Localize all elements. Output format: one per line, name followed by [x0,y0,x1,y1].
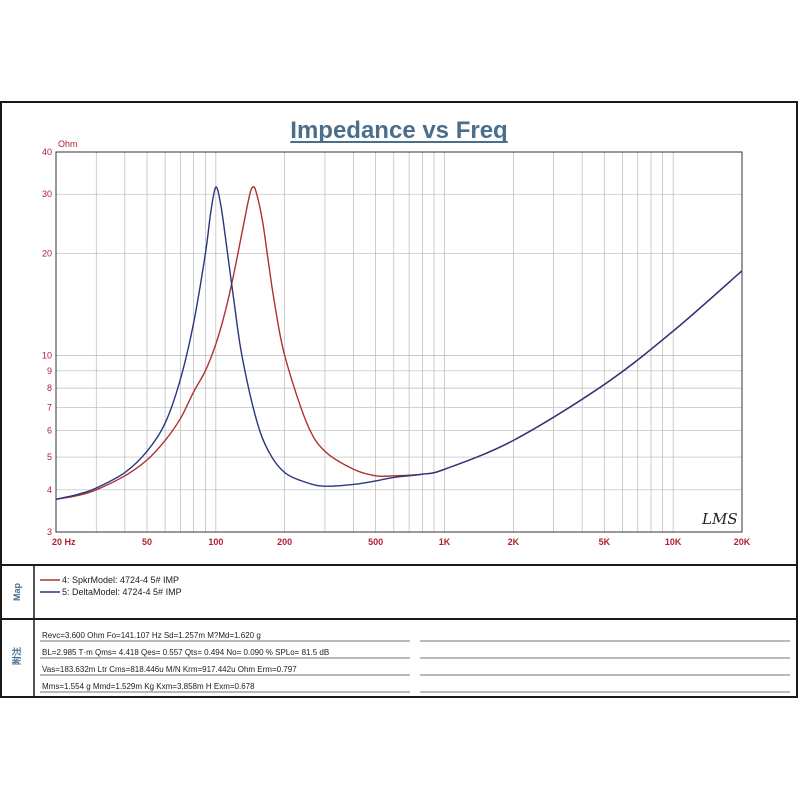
y-tick-label: 3 [47,527,52,537]
param-row-revc: Revc=3.600 Ohm Fo=141.107 Hz Sd=1.257m M… [42,631,261,640]
x-tick-label: 20K [734,537,751,547]
x-tick-labels: 20 Hz 50 100 200 500 1K 2K 5K 10K 20K [52,537,751,547]
legend: 4: SpkrModel: 4724-4 5# IMP 5: DeltaMode… [40,575,182,597]
series-line-delta-model [55,186,743,500]
legend-entry-spkr-model: 4: SpkrModel: 4724-4 5# IMP [62,575,179,585]
legend-entry-delta-model: 5: DeltaModel: 4724-4 5# IMP [62,587,182,597]
y-axis-unit-label: Ohm [58,139,78,149]
chart-title: Impedance vs Freq [290,117,507,144]
x-tick-label: 5K [599,537,611,547]
x-tick-label: 500 [368,537,383,547]
y-tick-label: 40 [42,147,52,157]
x-tick-label: 200 [277,537,292,547]
x-tick-label: 1K [439,537,451,547]
y-tick-label: 5 [47,452,52,462]
x-tick-label: 50 [142,537,152,547]
map-side-label: Map [12,582,22,601]
y-tick-label: 7 [47,403,52,413]
y-tick-label: 4 [47,485,52,495]
y-tick-label: 9 [47,366,52,376]
y-tick-label: 30 [42,189,52,199]
y-tick-label: 10 [42,350,52,360]
impedance-chart: Impedance vs Freq Ohm 20 Hz 50 100 200 500 1K… [2,117,796,696]
param-row-mms: Mms=1.554 g Mmd=1.529m Kg Kxm=3.858m H E… [42,682,255,691]
plot-area-border [55,151,743,533]
x-tick-label: 2K [508,537,520,547]
chart-frame: Impedance vs Freq Ohm 20 Hz 50 100 200 500 1K… [0,101,798,698]
parameters-table: Revc=3.600 Ohm Fo=141.107 Hz Sd=1.257m M… [40,631,790,693]
series-lines [55,185,743,500]
series-line-spkr-model [55,185,743,500]
x-tick-label: 100 [208,537,223,547]
param-row-vas: Vas=183.632m Ltr Cms=818.446u M/N Krm=91… [42,665,297,674]
y-tick-label: 6 [47,425,52,435]
x-tick-label: 20 Hz [52,537,76,547]
y-tick-labels: 3 4 5 6 7 8 9 10 20 30 40 [42,147,52,537]
notes-side-label: 附注 [11,647,23,665]
param-row-bl: BL=2.985 T·m Qms= 4.418 Qes= 0.557 Qts= … [42,648,329,657]
grid-lines [56,152,742,532]
lms-watermark: LMS [701,510,738,528]
y-tick-label: 8 [47,383,52,393]
x-tick-label: 10K [665,537,682,547]
y-tick-label: 20 [42,249,52,259]
